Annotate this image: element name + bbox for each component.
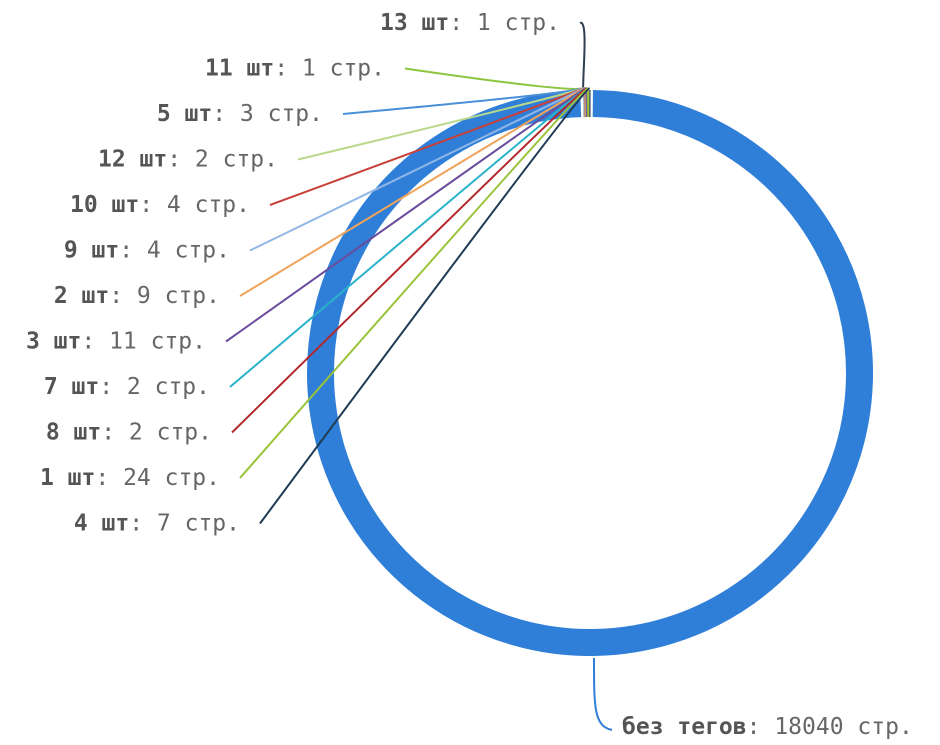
- label-10-шт: 10 шт: 4 стр.: [70, 192, 250, 218]
- labels: 13 шт: 1 стр. 11 шт: 1 стр. 5 шт: 3 стр. 12…: [26, 10, 913, 740]
- label-4-шт: 4 шт: 7 стр.: [74, 510, 240, 536]
- slice-без-тегов[interactable]: [307, 90, 873, 656]
- connector-8-шт: [231, 87, 588, 434]
- connector-13-шт: [579, 21, 586, 89]
- connector-11-шт: [404, 67, 584, 90]
- label-2-шт: 2 шт: 9 стр.: [54, 283, 220, 309]
- connector-без-тегов: [593, 657, 613, 731]
- label-8-шт: 8 шт: 2 стр.: [46, 419, 212, 445]
- label-5-шт: 5 шт: 3 стр.: [157, 101, 323, 127]
- connector-3-шт: [225, 87, 587, 343]
- label-7-шт: 7 шт: 2 стр.: [44, 374, 210, 400]
- connectors: [225, 21, 613, 731]
- label-12-шт: 12 шт: 2 стр.: [98, 146, 278, 172]
- connector-4-шт: [259, 87, 591, 525]
- label-3-шт: 3 шт: 11 стр.: [26, 328, 206, 354]
- label-без-тегов: без тегов: 18040 стр.: [622, 714, 913, 740]
- connector-2-шт: [239, 87, 586, 297]
- connector-1-шт: [239, 87, 589, 479]
- label-9-шт: 9 шт: 4 стр.: [64, 237, 230, 263]
- label-11-шт: 11 шт: 1 стр.: [205, 55, 385, 81]
- slices: [307, 90, 873, 656]
- label-13-шт: 13 шт: 1 стр.: [380, 10, 560, 36]
- label-1-шт: 1 шт: 24 стр.: [40, 465, 220, 491]
